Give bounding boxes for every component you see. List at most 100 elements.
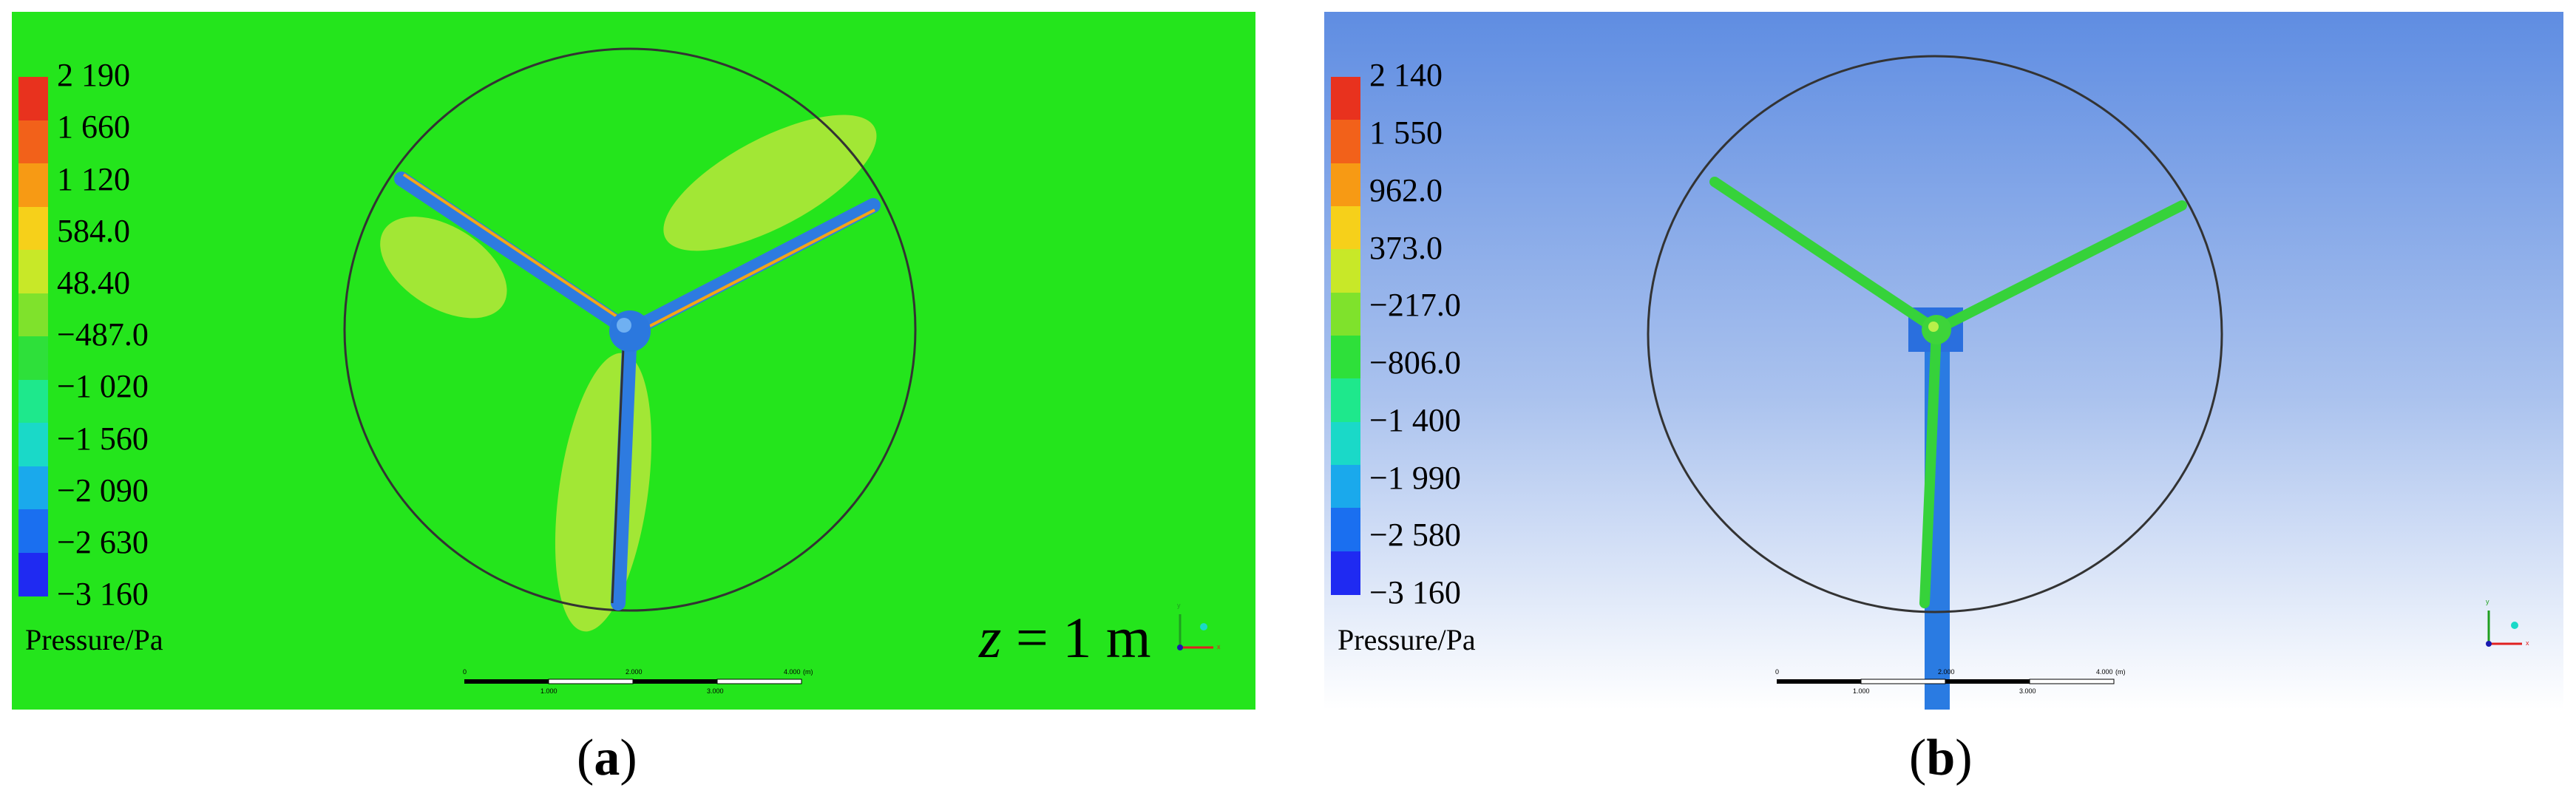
scale-label-0: 0: [463, 668, 467, 676]
colorbar-tick-label: 2 190: [57, 57, 130, 94]
panel-b-pressure-contour: 2 140 1 550 962.0 373.0 −217.0 −806.0 −1 400 −1…: [1324, 12, 2563, 710]
scale-label-b-0: 0: [1775, 668, 1780, 676]
panel-a-colorbar: [18, 77, 48, 596]
blade-right: [623, 198, 881, 339]
axis-label-x: x: [1217, 643, 1221, 650]
colorbar-segment: [18, 77, 48, 121]
colorbar-tick-label: −1 020: [57, 368, 149, 405]
colorbar-segment: [18, 336, 48, 381]
colorbar-tick-label: 2 140: [1369, 57, 1443, 94]
scale-bar-b-black-2: [1945, 679, 2030, 684]
colorbar-segment: [1331, 249, 1360, 293]
scale-label-unit: (m): [803, 668, 813, 676]
blade-left-edge: [402, 173, 634, 328]
depth-annotation-variable: z: [979, 605, 1002, 670]
caption-a: (a): [577, 730, 637, 786]
colorbar-tick-label: −3 160: [1369, 574, 1461, 611]
axis-z-dot: [1200, 623, 1207, 630]
axis-label-x-b: x: [2526, 639, 2529, 647]
axis-origin: [1177, 645, 1183, 650]
colorbar-segment: [1331, 292, 1360, 336]
colorbar-segment: [1331, 465, 1360, 509]
colorbar-tick-label: −487.0: [57, 316, 149, 353]
blade-pressure-lobe-left: [380, 217, 507, 319]
colorbar-segment: [18, 423, 48, 467]
hub-b-highlight: [1928, 322, 1939, 332]
axis-label-y-b: y: [2486, 598, 2489, 605]
colorbar-segment: [18, 466, 48, 510]
scale-label-b-2000: 2.000: [1938, 668, 1955, 676]
caption-b-letter: b: [1926, 730, 1956, 786]
panel-a-scale-bar-labels: 0 2.000 4.000 (m) 1.000 3.000 y x: [12, 12, 1255, 710]
colorbar-tick-label: −2 090: [57, 472, 149, 509]
blade-pressure-lobe-right: [663, 115, 877, 251]
blade-left: [394, 171, 637, 339]
scale-label-2000: 2.000: [626, 668, 643, 676]
scale-label-b-1000: 1.000: [1853, 687, 1870, 695]
scale-bar-b-black-1: [1777, 679, 1861, 684]
colorbar-tick-label: −2 630: [57, 524, 149, 560]
scale-label-4000: 4.000: [784, 668, 801, 676]
colorbar-segment: [18, 293, 48, 337]
colorbar-segment: [1331, 336, 1360, 380]
colorbar-segment: [1331, 77, 1360, 121]
scale-bar-b-white-2: [2029, 679, 2115, 684]
rotor-swept-circle: [343, 47, 917, 612]
blade-bottom-b: [1919, 324, 1942, 608]
axis-origin-b: [2486, 641, 2492, 647]
colorbar-tick-label: 1 120: [57, 160, 130, 197]
colorbar-tick-label: 1 660: [57, 109, 130, 146]
colorbar-segment: [1331, 378, 1360, 423]
colorbar-tick-label: −1 990: [1369, 459, 1461, 496]
scale-label-b-3000: 3.000: [2019, 687, 2036, 695]
scale-label-1000: 1.000: [540, 687, 557, 695]
scale-label-b-unit: (m): [2115, 668, 2126, 676]
colorbar-segment: [18, 120, 48, 164]
colorbar-tick-label: −3 160: [57, 576, 149, 613]
panel-b-legend-title: Pressure/Pa: [1338, 623, 1476, 656]
colorbar-segment: [1331, 551, 1360, 595]
panel-b-colorbar: [1331, 77, 1360, 595]
colorbar-segment: [18, 163, 48, 208]
colorbar-segment: [1331, 163, 1360, 207]
colorbar-tick-label: −806.0: [1369, 344, 1461, 381]
colorbar-segment: [18, 379, 48, 424]
colorbar-tick-label: −217.0: [1369, 287, 1461, 324]
panel-b-scene: [1324, 12, 2563, 710]
colorbar-tick-label: 584.0: [57, 212, 130, 249]
colorbar-segment: [1331, 421, 1360, 466]
colorbar-segment: [18, 206, 48, 251]
colorbar-segment: [1331, 120, 1360, 164]
blade-right-edge: [631, 208, 875, 337]
colorbar-segment: [18, 552, 48, 596]
depth-annotation: z = 1 m: [979, 609, 1151, 667]
scale-bar-white-2: [716, 679, 802, 684]
scale-label-3000: 3.000: [707, 687, 724, 695]
panel-a-scene: [12, 12, 1255, 710]
colorbar-segment: [1331, 508, 1360, 552]
colorbar-tick-label: 962.0: [1369, 171, 1443, 208]
colorbar-tick-label: 1 550: [1369, 114, 1443, 151]
depth-annotation-value: = 1 m: [1001, 605, 1151, 670]
panel-a-legend-title: Pressure/Pa: [25, 623, 163, 656]
axis-label-y: y: [1177, 602, 1181, 609]
colorbar-segment: [18, 509, 48, 554]
colorbar-tick-label: 48.40: [57, 265, 130, 301]
blade-right-b: [1931, 200, 2187, 335]
blade-left-b: [1709, 177, 1942, 335]
scale-label-b-4000: 4.000: [2096, 668, 2113, 676]
hub-highlight: [617, 318, 631, 333]
caption-a-letter: a: [594, 730, 620, 786]
colorbar-tick-label: 373.0: [1369, 229, 1443, 266]
caption-b: (b): [1909, 730, 1973, 786]
blade-bottom: [611, 324, 637, 611]
panel-a-pressure-contour: 2 190 1 660 1 120 584.0 48.40 −487.0 −1 020 −1 …: [12, 12, 1255, 710]
colorbar-tick-label: −1 560: [57, 420, 149, 457]
blade-bottom-edge: [611, 330, 626, 604]
colorbar-tick-label: −2 580: [1369, 517, 1461, 554]
colorbar-segment: [1331, 206, 1360, 251]
colorbar-segment: [18, 250, 48, 294]
colorbar-tick-label: −1 400: [1369, 401, 1461, 438]
axis-z-dot-b: [2511, 622, 2518, 629]
rotor-swept-circle-b: [1647, 55, 2223, 613]
